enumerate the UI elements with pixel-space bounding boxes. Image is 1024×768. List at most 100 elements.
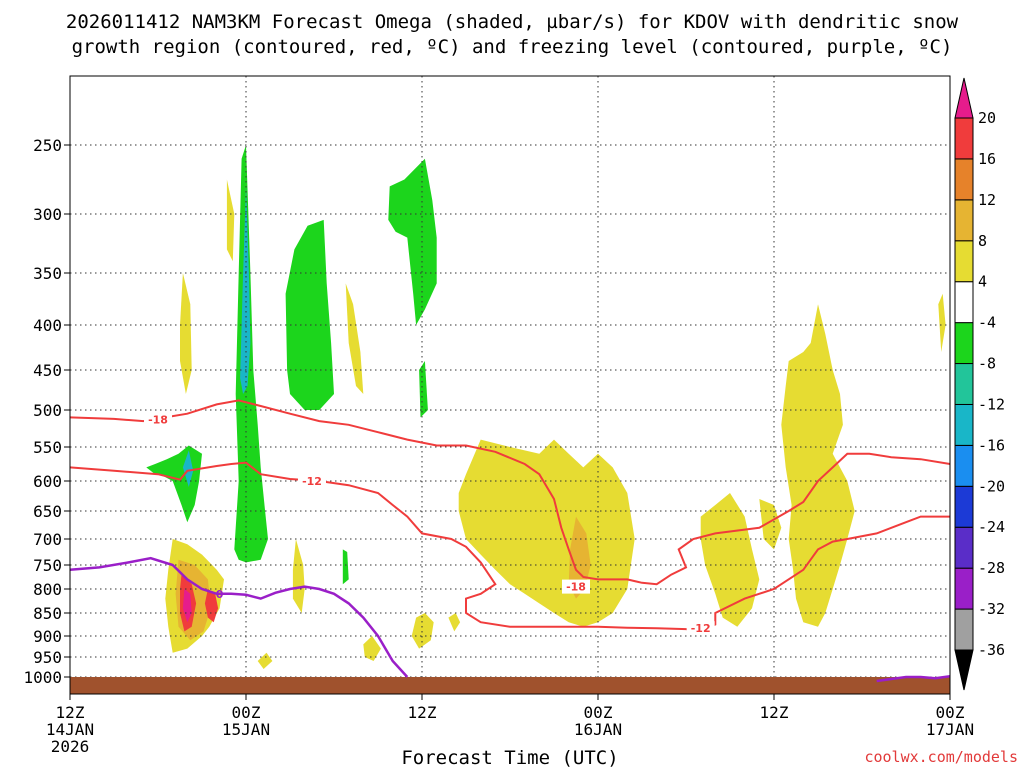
chart-title-line-1: 2026011412 NAM3KM Forecast Omega (shaded… xyxy=(66,11,959,33)
y-tick-label-350: 350 xyxy=(33,264,62,283)
colorbar: -36 -32 -28 -24 -20 -16 -12 -8 -4 4 8 12 16 20 xyxy=(954,77,1005,691)
colorbar-box-11 xyxy=(954,199,974,242)
contour-lines: -18 -12 -18 -12 0 xyxy=(69,399,951,683)
dgz-contour-label-2: -18 xyxy=(562,579,590,594)
colorbar-label-8: -4 xyxy=(978,314,996,332)
omega-region-25 xyxy=(342,549,349,585)
contour-label-text: -12 xyxy=(691,622,711,635)
omega-region-24 xyxy=(938,293,946,352)
omega-region-3 xyxy=(388,158,437,325)
contour-label-bg xyxy=(144,412,172,427)
dgz-contour-1 xyxy=(69,461,950,633)
colorbar-box-1 xyxy=(954,608,974,651)
y-tick-label-450: 450 xyxy=(33,361,62,380)
colorbar-box-8 xyxy=(954,322,974,365)
colorbar-label-12: 16 xyxy=(978,150,996,168)
colorbar-box-9 xyxy=(954,281,974,324)
y-tick-label-900: 900 xyxy=(33,627,62,646)
x-tick-label-36-1: 16JAN xyxy=(574,720,622,739)
freezing-level-label: 0 xyxy=(216,588,224,601)
colorbar-box-5 xyxy=(954,444,974,487)
chart-title-line-2: growth region (contoured, red, ºC) and f… xyxy=(72,36,953,58)
contour-label-text: -18 xyxy=(566,581,586,594)
colorbar-bottom-arrow xyxy=(954,649,974,691)
y-tick-label-700: 700 xyxy=(33,530,62,549)
colorbar-box-7 xyxy=(954,363,974,405)
colorbar-box-13 xyxy=(954,117,974,160)
colorbar-label-5: -16 xyxy=(978,436,1005,454)
omega-region-14 xyxy=(204,589,219,623)
y-tick-label-400: 400 xyxy=(33,316,62,335)
omega-region-2 xyxy=(285,219,334,410)
colorbar-label-13: 20 xyxy=(978,109,996,127)
colorbar-box-3 xyxy=(954,526,974,569)
omega-region-22 xyxy=(257,652,273,669)
y-tick-label-850: 850 xyxy=(33,604,62,623)
omega-region-6 xyxy=(458,439,635,627)
omega-shading xyxy=(146,145,946,669)
freezing-level-contour xyxy=(69,556,409,678)
omega-region-1 xyxy=(240,186,251,394)
plot-area: -18 -12 -18 -12 0 xyxy=(69,75,951,695)
colorbar-label-11: 12 xyxy=(978,191,996,209)
dgz-contour-0 xyxy=(69,399,951,586)
y-tick-label-750: 750 xyxy=(33,556,62,575)
dgz-contour-label-3: -12 xyxy=(686,621,715,636)
colorbar-label-9: 4 xyxy=(978,273,987,291)
contour-label-bg xyxy=(562,579,590,594)
x-tick-label-36-0: 00Z xyxy=(584,703,613,722)
y-tick-label-650: 650 xyxy=(33,502,62,521)
omega-region-9 xyxy=(700,493,760,627)
x-tick-label-24-0: 12Z xyxy=(408,703,437,722)
omega-region-20 xyxy=(448,613,461,632)
dgz-contour-label-0: -18 xyxy=(144,412,172,427)
x-tick-label-60-0: 00Z xyxy=(936,703,965,722)
omega-region-15 xyxy=(180,273,192,394)
x-tick-label-0-0: 12Z xyxy=(56,703,85,722)
x-tick-label-48-0: 12Z xyxy=(760,703,789,722)
omega-region-5 xyxy=(182,450,194,487)
contour-label-text: -12 xyxy=(302,475,322,488)
omega-region-19 xyxy=(411,613,434,649)
x-axis-label: Forecast Time (UTC) xyxy=(401,747,618,768)
colorbar-box-10 xyxy=(954,240,974,283)
colorbar-label-0: -36 xyxy=(978,641,1005,659)
freezing-level-contour-right xyxy=(876,674,951,683)
colorbar-label-7: -8 xyxy=(978,355,996,373)
dgz-contour-label-1: -12 xyxy=(298,474,326,488)
colorbar-label-4: -20 xyxy=(978,477,1005,495)
y-tick-label-600: 600 xyxy=(33,472,62,491)
plot-frame xyxy=(69,75,951,695)
omega-region-8 xyxy=(781,304,855,627)
y-tick-label-550: 550 xyxy=(33,438,62,457)
omega-region-17 xyxy=(345,283,364,394)
credit-text: coolwx.com/models xyxy=(864,748,1018,766)
omega-region-23 xyxy=(759,499,782,550)
y-tick-label-1000: 1000 xyxy=(23,668,62,687)
colorbar-box-12 xyxy=(954,158,974,201)
x-tick-label-12-1: 15JAN xyxy=(222,720,270,739)
colorbar-label-3: -24 xyxy=(978,518,1005,536)
contour-label-text: -18 xyxy=(148,414,168,427)
y-tick-label-300: 300 xyxy=(33,205,62,224)
x-tick-label-60-1: 17JAN xyxy=(926,720,974,739)
omega-region-26 xyxy=(419,361,428,418)
omega-region-13 xyxy=(182,589,192,623)
omega-region-18 xyxy=(292,539,305,613)
contour-label-bg xyxy=(298,474,326,488)
omega-region-21 xyxy=(363,636,381,661)
terrain-ground xyxy=(70,677,950,694)
y-tick-label-250: 250 xyxy=(33,136,62,155)
colorbar-label-1: -32 xyxy=(978,600,1005,618)
colorbar-label-6: -12 xyxy=(978,395,1005,413)
colorbar-top-arrow xyxy=(954,77,974,119)
colorbar-box-4 xyxy=(954,485,974,528)
y-tick-label-500: 500 xyxy=(33,401,62,420)
x-tick-label-0-1: 14JAN xyxy=(46,720,94,739)
colorbar-box-6 xyxy=(954,403,974,446)
colorbar-box-2 xyxy=(954,567,974,610)
y-tick-label-950: 950 xyxy=(33,648,62,667)
omega-region-16 xyxy=(226,179,235,262)
